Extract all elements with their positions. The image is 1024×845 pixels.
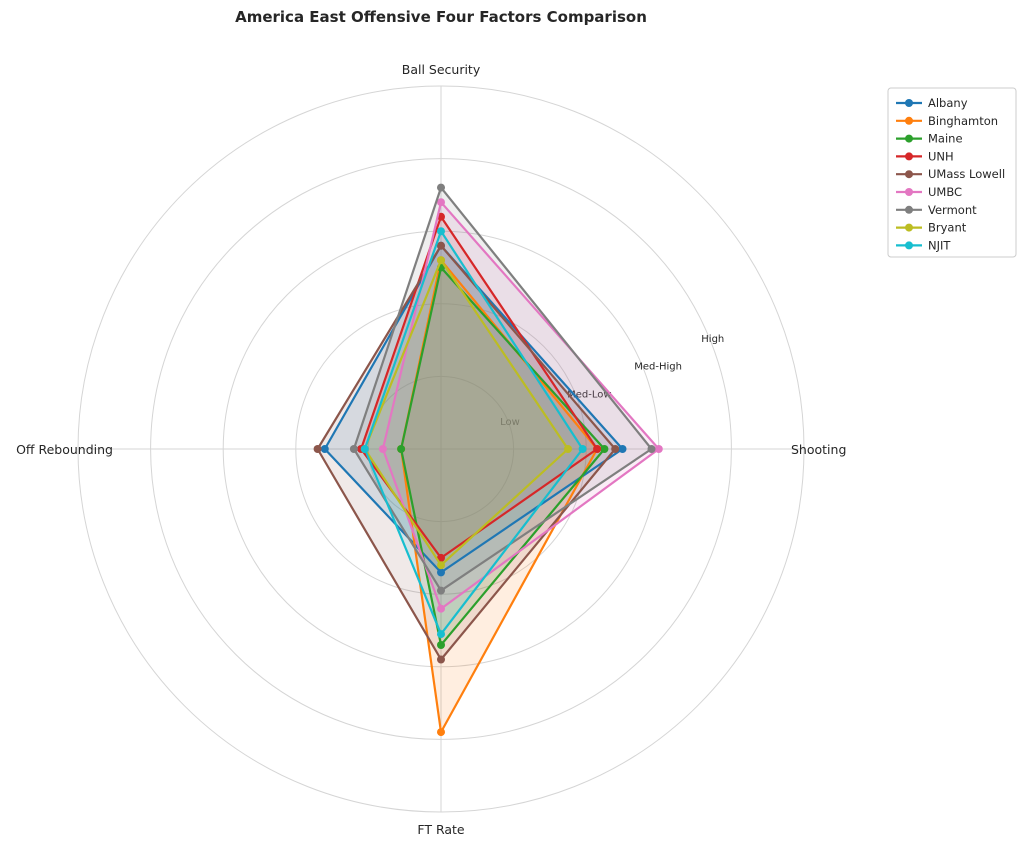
legend-label-binghamton: Binghamton (928, 114, 998, 128)
axis-label-ft-rate: FT Rate (417, 822, 465, 837)
legend-marker-umbc (905, 188, 913, 196)
legend-label-maine: Maine (928, 132, 963, 146)
series-area-bryant (364, 260, 568, 566)
legend-label-umbc: UMBC (928, 185, 962, 199)
ring-label-1: Low (500, 417, 520, 428)
point-albany-0 (618, 445, 627, 453)
point-umass-lowell-1 (437, 241, 445, 250)
point-umbc-3 (437, 604, 445, 613)
legend-label-albany: Albany (928, 96, 968, 110)
point-bryant-3 (437, 561, 445, 570)
legend-box (887, 87, 1017, 258)
point-njit-2 (360, 445, 369, 453)
legend-marker-umass-lowell (905, 170, 913, 179)
legend-marker-maine (905, 134, 913, 143)
axis-label-off-rebounding: Off Rebounding (16, 442, 113, 457)
point-albany-2 (320, 445, 329, 453)
legend-label-njit: NJIT (928, 238, 951, 252)
point-unh-3 (437, 553, 445, 562)
point-njit-3 (437, 630, 445, 639)
legend-label-vermont: Vermont (928, 203, 977, 217)
point-binghamton-3 (437, 728, 445, 737)
ring-label-2: Med-Low (567, 389, 611, 400)
legend-marker-bryant (905, 223, 913, 232)
axis-label-shooting: Shooting (791, 442, 846, 457)
point-vermont-1 (437, 183, 445, 192)
legend-marker-binghamton (905, 116, 913, 125)
legend-label-umass-lowell: UMass Lowell (928, 167, 1005, 181)
point-vermont-2 (349, 445, 358, 453)
axis-label-ball-security: Ball Security (402, 62, 481, 77)
point-vermont-3 (437, 586, 445, 595)
series-area-unh (361, 216, 598, 558)
legend-marker-njit (905, 241, 913, 250)
point-umass-lowell-3 (437, 655, 445, 664)
point-maine-0 (600, 445, 609, 453)
point-umbc-0 (654, 445, 663, 453)
point-umbc-1 (437, 198, 445, 207)
point-albany-3 (437, 568, 445, 577)
series-layer (313, 183, 663, 737)
legend-marker-unh (905, 152, 913, 161)
ring-label-3: Med-High (634, 362, 682, 373)
series-area-umbc (382, 202, 659, 609)
legend-marker-vermont (905, 205, 913, 214)
series-area-vermont (353, 187, 652, 591)
point-maine-3 (437, 641, 445, 649)
point-njit-1 (437, 227, 445, 236)
point-umass-lowell-2 (313, 445, 322, 453)
point-vermont-0 (647, 445, 656, 453)
legend-marker-albany (905, 99, 913, 107)
ring-label-4: High (701, 334, 724, 345)
point-bryant-0 (564, 445, 572, 453)
series-lines (313, 183, 663, 737)
point-umbc-2 (378, 445, 387, 453)
ring-labels: Low Med-Low Med-High High (500, 334, 724, 428)
point-njit-0 (578, 445, 587, 453)
point-unh-0 (593, 445, 602, 453)
axis-labels: Shooting Ball Security Off Rebounding FT… (16, 62, 846, 837)
chart-title: America East Offensive Four Factors Comp… (235, 8, 647, 26)
point-umass-lowell-0 (611, 445, 620, 453)
legend-label-unh: UNH (928, 149, 954, 163)
series-area-binghamton (401, 260, 598, 733)
point-maine-2 (397, 445, 406, 453)
series-area-umass-lowell (317, 245, 616, 660)
point-bryant-1 (437, 256, 445, 265)
legend: Albany Binghamton Maine UNH UMass Lowell UMBC… (887, 87, 1017, 258)
legend-label-bryant: Bryant (928, 221, 967, 235)
